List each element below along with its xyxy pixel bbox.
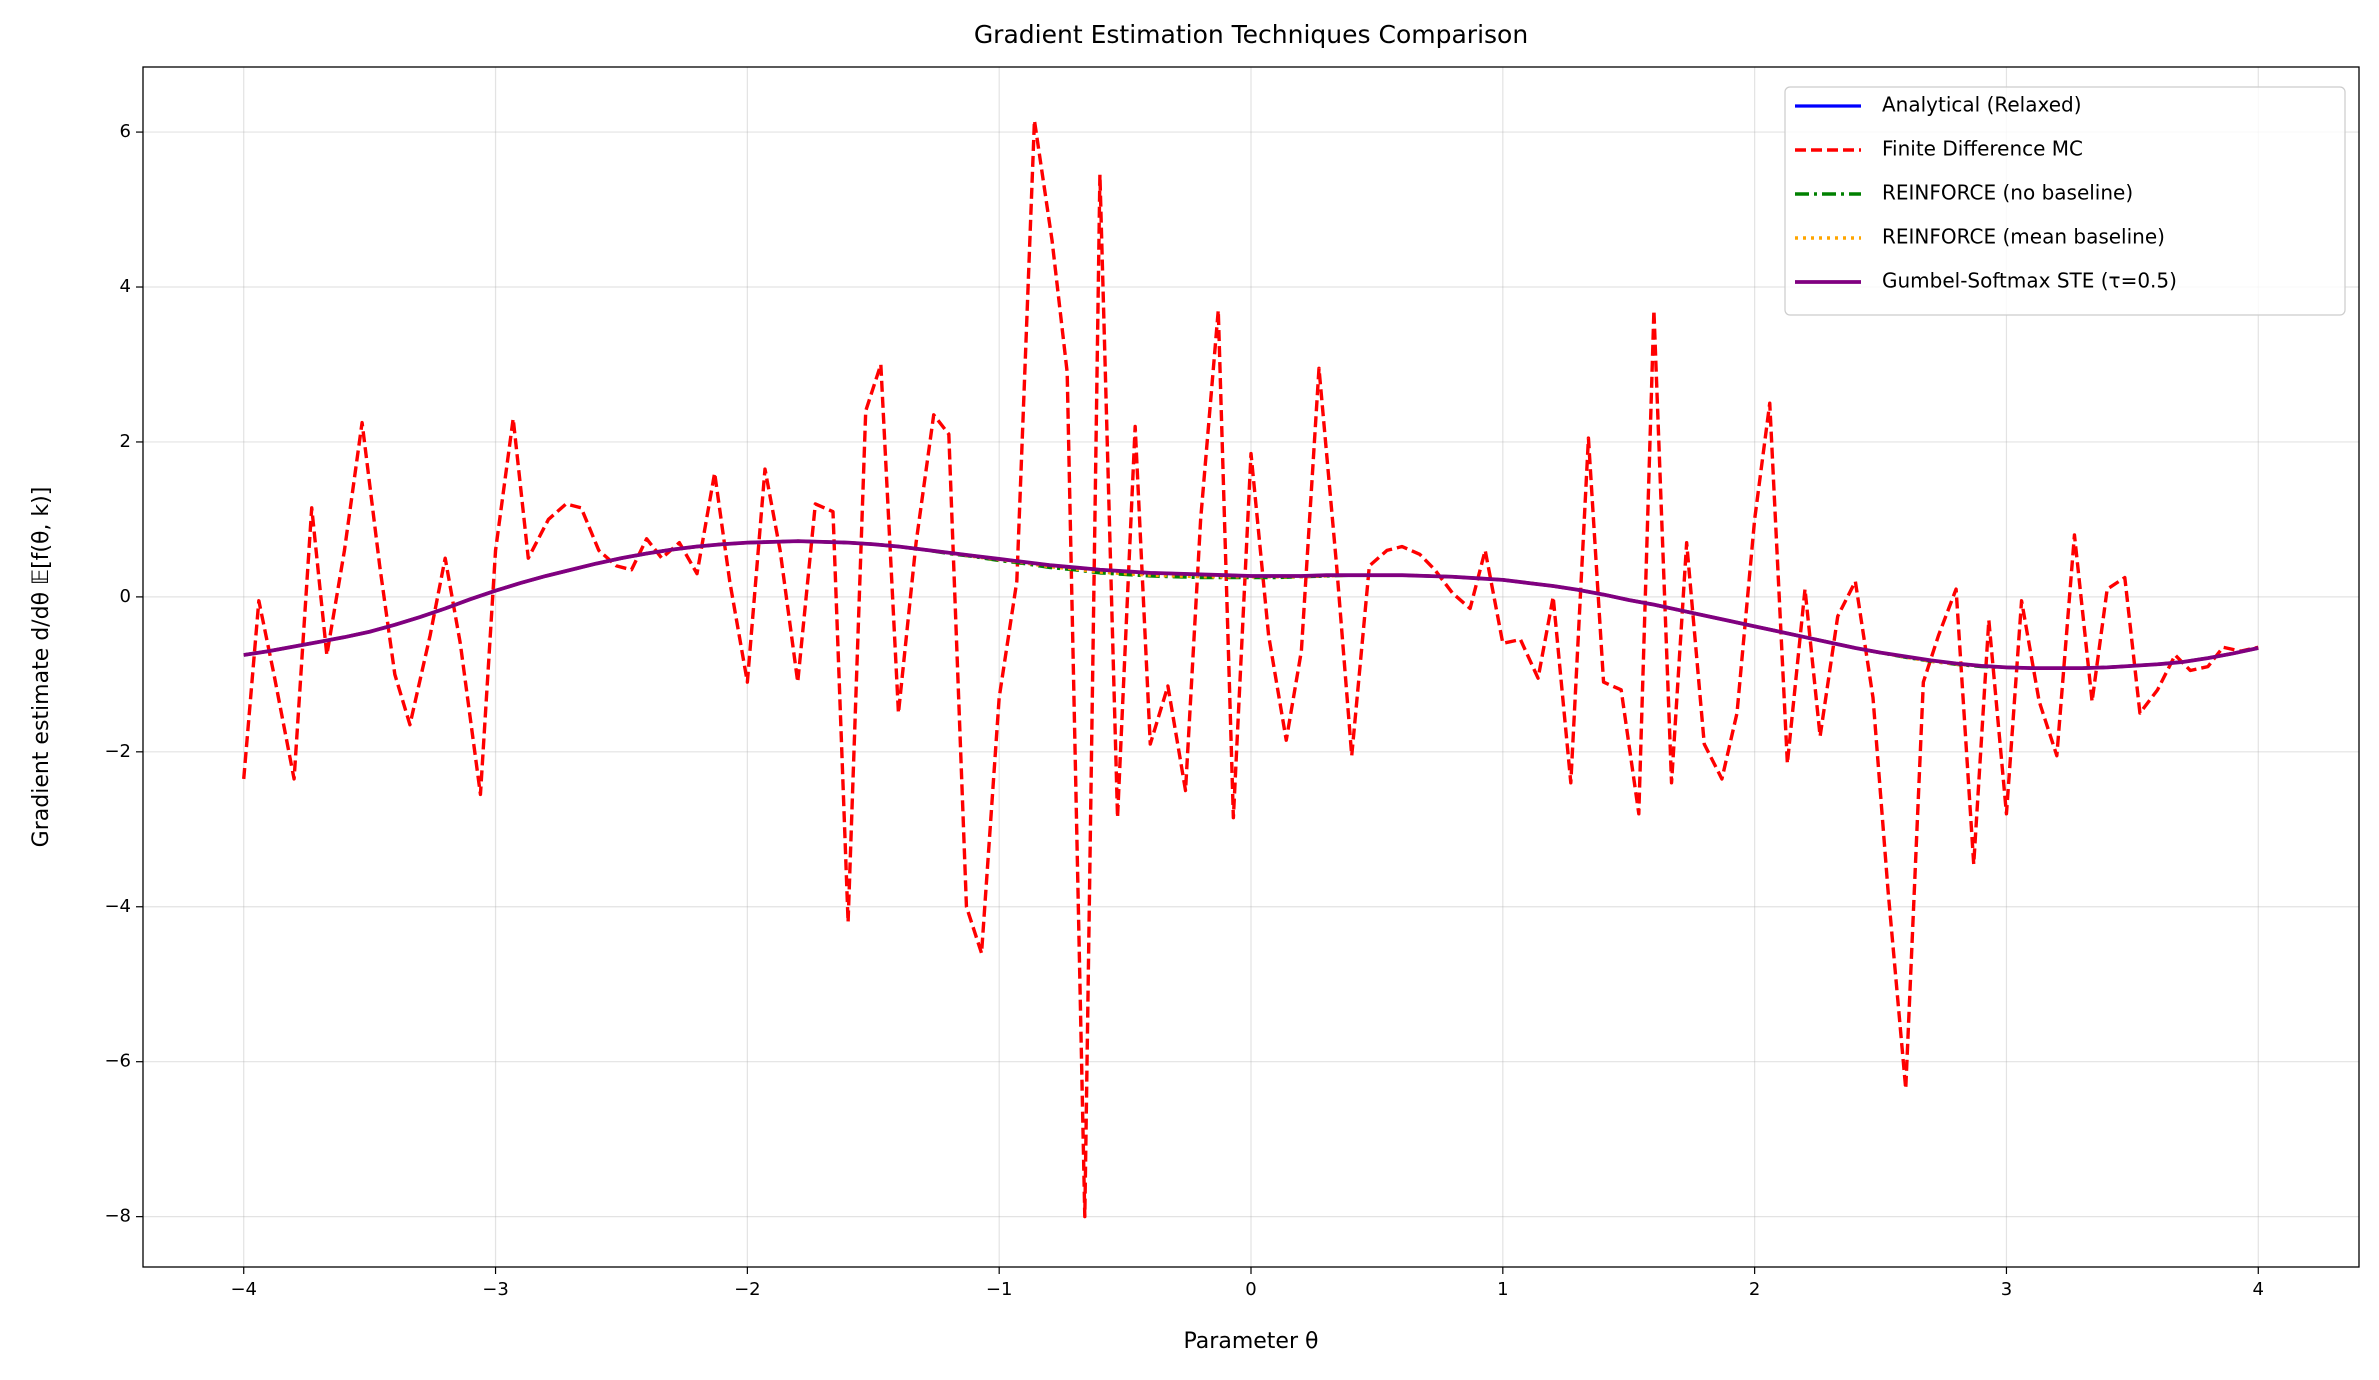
x-tick-label: 2	[1749, 1279, 1760, 1300]
legend-label: REINFORCE (mean baseline)	[1882, 225, 2165, 249]
x-tick-label: 1	[1497, 1279, 1508, 1300]
series-line	[243, 539, 2259, 671]
x-tick-label: −2	[734, 1279, 761, 1300]
y-tick-label: 2	[120, 431, 131, 452]
x-tick-label: −3	[482, 1279, 509, 1300]
x-tick-label: 4	[2253, 1279, 2264, 1300]
y-tick-label: 4	[120, 276, 131, 297]
y-tick-label: 0	[120, 586, 131, 607]
y-tick-label: −2	[104, 741, 131, 762]
legend-label: Analytical (Relaxed)	[1882, 93, 2082, 117]
plot-frame	[142, 66, 2360, 1268]
y-axis-label: Gradient estimate d/dθ 𝔼[f(θ, k)]	[29, 487, 54, 848]
y-tick-label: −8	[104, 1206, 131, 1227]
legend-box	[1784, 86, 2346, 316]
chart-title: Gradient Estimation Techniques Compariso…	[974, 20, 1528, 49]
y-tick-label: −4	[104, 896, 131, 917]
y-tick-label: −6	[104, 1051, 131, 1072]
legend-label: Gumbel-Softmax STE (τ=0.5)	[1882, 269, 2177, 293]
y-tick-label: 6	[120, 121, 131, 142]
x-tick-label: −1	[986, 1279, 1013, 1300]
x-tick-label: 0	[1245, 1279, 1256, 1300]
x-tick-label: −4	[230, 1279, 257, 1300]
x-tick-label: 3	[2001, 1279, 2012, 1300]
x-axis-label: Parameter θ	[1184, 1329, 1319, 1354]
series-line	[242, 118, 2259, 1219]
legend-label: Finite Difference MC	[1882, 137, 2083, 161]
legend-label: REINFORCE (no baseline)	[1882, 181, 2133, 205]
